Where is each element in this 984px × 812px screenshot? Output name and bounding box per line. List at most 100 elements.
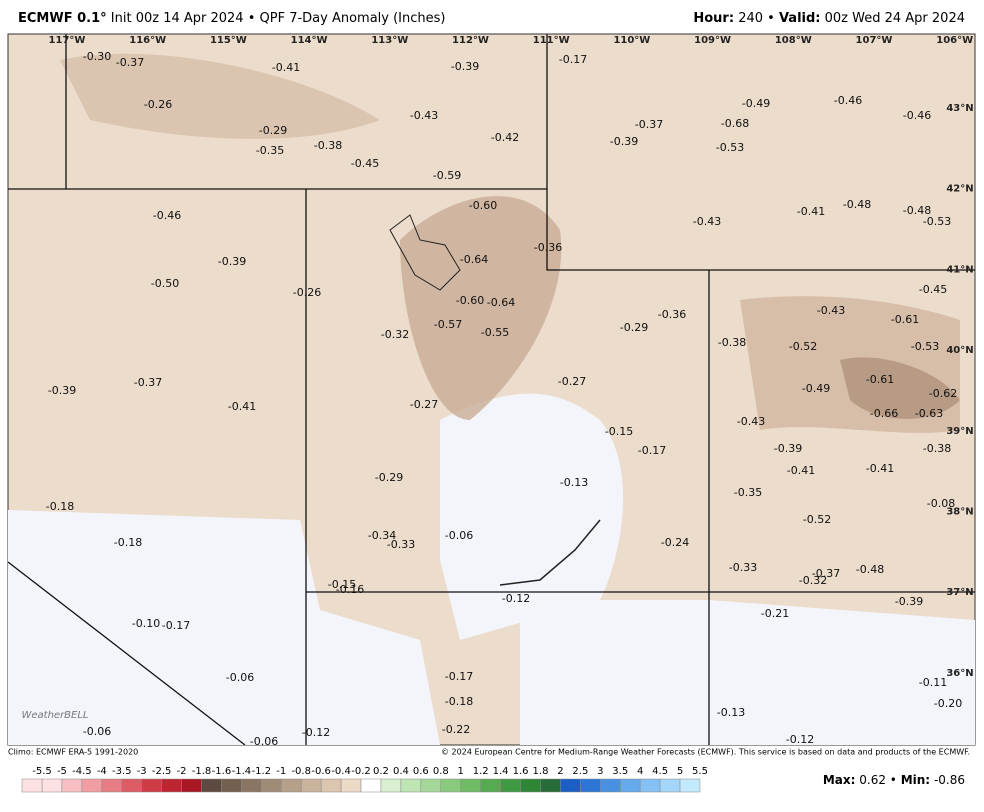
value-label: -0.41 <box>866 462 894 475</box>
max: 0.62 • <box>859 773 897 787</box>
value-label: -0.43 <box>817 304 845 317</box>
value-label: -0.49 <box>742 97 770 110</box>
value-label: -0.29 <box>375 471 403 484</box>
value-label: -0.46 <box>903 109 931 122</box>
value-label: -0.41 <box>272 61 300 74</box>
colorbar-box <box>320 778 342 793</box>
lon-label: 111°W <box>533 35 570 46</box>
river <box>499 519 601 586</box>
colorbar-box <box>41 778 63 793</box>
value-label: -0.21 <box>761 607 789 620</box>
value-label: -0.37 <box>116 56 144 69</box>
value-label: -0.17 <box>559 53 587 66</box>
value-label: -0.17 <box>445 670 473 683</box>
colorbar-tick-label: 0.2 <box>373 766 389 777</box>
colorbar-tick-label: 0.6 <box>413 766 429 777</box>
min: -0.86 <box>934 773 965 787</box>
value-label: -0.41 <box>797 205 825 218</box>
colorbar-tick-label: -0.4 <box>331 766 351 777</box>
value-label: -0.38 <box>718 336 746 349</box>
colorbar-box <box>679 778 701 793</box>
value-label: -0.37 <box>134 376 162 389</box>
colorbar-box <box>360 778 382 793</box>
value-label: -0.35 <box>734 486 762 499</box>
colorbar-tick-label: -1.4 <box>232 766 252 777</box>
colorbar-tick-label: 5 <box>677 766 683 777</box>
colorbar-tick-label: 3 <box>597 766 603 777</box>
colorbar-tick-label: -1 <box>276 766 286 777</box>
colorbar-tick-label: -1.2 <box>252 766 272 777</box>
colorbar-box <box>400 778 422 793</box>
colorbar-tick-label: -0.2 <box>351 766 371 777</box>
value-label: -0.37 <box>635 118 663 131</box>
value-label: -0.43 <box>410 109 438 122</box>
header-left: ECMWF 0.1° Init 00z 14 Apr 2024 • QPF 7-… <box>18 11 445 26</box>
lat-label: 41°N <box>946 264 973 275</box>
colorbar-box <box>540 778 561 793</box>
value-label: -0.48 <box>856 563 884 576</box>
colorbar-tick-label: 0.4 <box>393 766 409 777</box>
value-label: -0.33 <box>387 538 415 551</box>
value-label: -0.59 <box>433 169 461 182</box>
copyright: © 2024 European Centre for Medium-Range … <box>441 748 970 757</box>
lat-label: 39°N <box>946 426 973 437</box>
value-label: -0.53 <box>911 340 939 353</box>
value-label: -0.18 <box>46 500 74 513</box>
value-label: -0.15 <box>605 425 633 438</box>
value-label: -0.39 <box>218 255 246 268</box>
lat-label: 37°N <box>946 587 973 598</box>
colorbar-tick-label: -0.6 <box>311 766 331 777</box>
value-label: -0.27 <box>558 375 586 388</box>
colorbar-box <box>580 778 601 793</box>
value-label: -0.66 <box>870 407 898 420</box>
colorbar-box <box>639 778 661 793</box>
lon-label: 112°W <box>452 35 489 46</box>
value-label: -0.38 <box>314 139 342 152</box>
value-label: -0.52 <box>789 340 817 353</box>
value-label: -0.18 <box>445 695 473 708</box>
value-label: -0.53 <box>716 141 744 154</box>
value-label: -0.37 <box>812 567 840 580</box>
value-label: -0.30 <box>83 50 111 63</box>
lat-label: 38°N <box>946 507 973 518</box>
wet-anomaly <box>60 53 380 139</box>
lon-label: 113°W <box>371 35 408 46</box>
value-label: -0.64 <box>487 296 515 309</box>
min-label: Min: <box>901 773 930 787</box>
value-label: -0.06 <box>226 671 254 684</box>
value-label: -0.12 <box>302 726 330 739</box>
colorbar-box <box>21 778 43 793</box>
value-label: -0.36 <box>534 241 562 254</box>
value-label: -0.38 <box>923 442 951 455</box>
lat-label: 43°N <box>946 103 973 114</box>
colorbar-tick-label: 1.6 <box>513 766 529 777</box>
value-label: -0.15 <box>328 578 356 591</box>
value-label: -0.43 <box>737 415 765 428</box>
colorbar-tick-label: -1.8 <box>192 766 212 777</box>
value-label: -0.12 <box>502 592 530 605</box>
colorbar-box <box>181 778 202 793</box>
value-label: -0.16 <box>336 583 364 596</box>
colorbar-box <box>619 778 641 793</box>
value-label: -0.36 <box>658 308 686 321</box>
value-label: -0.32 <box>381 328 409 341</box>
dry-area <box>440 393 624 640</box>
valid-label: Valid: <box>779 11 821 26</box>
value-label: -0.60 <box>456 294 484 307</box>
colorbar-box <box>121 778 142 793</box>
colorbar-box <box>101 778 123 793</box>
value-label: -0.55 <box>481 326 509 339</box>
colorbar-box <box>300 778 322 793</box>
colorbar-box <box>340 778 362 793</box>
value-label: -0.18 <box>114 536 142 549</box>
colorbar-tick-label: 1.4 <box>493 766 509 777</box>
value-label: -0.12 <box>786 733 814 746</box>
value-label: -0.48 <box>843 198 871 211</box>
value-label: -0.61 <box>866 373 894 386</box>
lon-label: 117°W <box>49 35 86 46</box>
value-label: -0.48 <box>903 204 931 217</box>
lon-label: 109°W <box>694 35 731 46</box>
value-label: -0.17 <box>162 619 190 632</box>
watermark: WeatherBELL <box>21 710 88 721</box>
value-label: -0.27 <box>410 398 438 411</box>
